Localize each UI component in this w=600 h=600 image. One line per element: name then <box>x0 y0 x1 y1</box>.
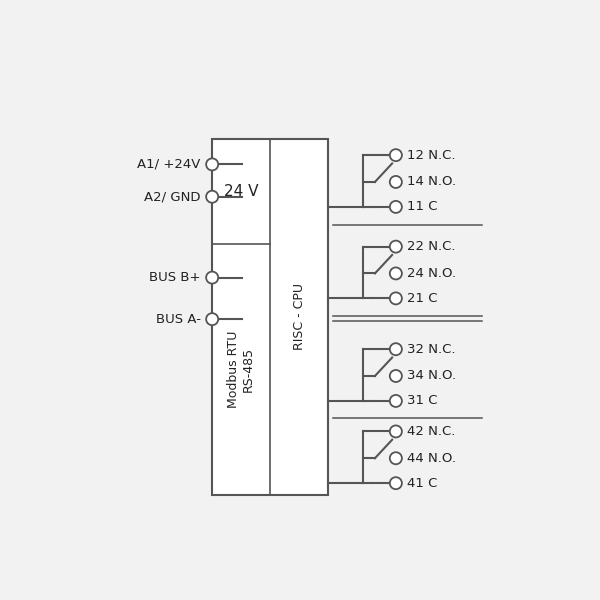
Circle shape <box>390 425 402 437</box>
Text: BUS A-: BUS A- <box>155 313 200 326</box>
Text: A2/ GND: A2/ GND <box>144 190 200 203</box>
Circle shape <box>390 343 402 355</box>
Text: 11 C: 11 C <box>407 200 438 214</box>
Bar <box>212 139 328 495</box>
Circle shape <box>206 272 218 284</box>
Circle shape <box>390 176 402 188</box>
Circle shape <box>390 395 402 407</box>
Text: 42 N.C.: 42 N.C. <box>407 425 456 438</box>
Text: Modbus RTU
RS-485: Modbus RTU RS-485 <box>227 331 255 408</box>
Text: 41 C: 41 C <box>407 476 438 490</box>
Text: 34 N.O.: 34 N.O. <box>407 370 457 382</box>
Circle shape <box>390 241 402 253</box>
Text: 32 N.C.: 32 N.C. <box>407 343 456 356</box>
Circle shape <box>390 268 402 280</box>
Circle shape <box>206 313 218 325</box>
Circle shape <box>390 477 402 489</box>
Text: 21 C: 21 C <box>407 292 438 305</box>
Text: 22 N.C.: 22 N.C. <box>407 240 456 253</box>
Text: 12 N.C.: 12 N.C. <box>407 149 456 161</box>
Circle shape <box>206 158 218 170</box>
Circle shape <box>206 191 218 203</box>
Circle shape <box>390 149 402 161</box>
Circle shape <box>390 201 402 213</box>
Text: 24 N.O.: 24 N.O. <box>407 267 457 280</box>
Circle shape <box>390 452 402 464</box>
Text: 44 N.O.: 44 N.O. <box>407 452 457 465</box>
Text: RISC - CPU: RISC - CPU <box>293 283 306 350</box>
Text: A1/ +24V: A1/ +24V <box>137 158 200 171</box>
Text: 24 V: 24 V <box>224 184 259 199</box>
Text: 14 N.O.: 14 N.O. <box>407 175 457 188</box>
Text: BUS B+: BUS B+ <box>149 271 200 284</box>
Circle shape <box>390 292 402 304</box>
Text: 31 C: 31 C <box>407 394 438 407</box>
Circle shape <box>390 370 402 382</box>
